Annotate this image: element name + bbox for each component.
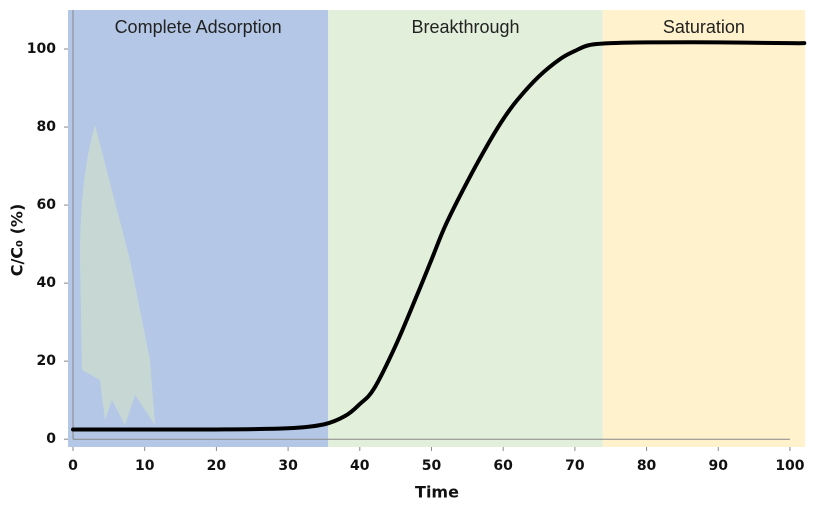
y-tick-label: 0 [46, 431, 56, 447]
x-tick-label: 80 [637, 458, 657, 474]
region [328, 10, 603, 447]
regions: Complete Adsorption Breakthrough Saturatio… [68, 10, 805, 447]
line [71, 40, 807, 432]
plot [64, 10, 807, 451]
y-tick-label: 60 [37, 197, 57, 213]
y-tick-label: 100 [27, 41, 56, 57]
x-tick-label: 60 [493, 458, 513, 474]
region-label: Complete Adsorption [115, 17, 282, 37]
x-tick-label: 30 [278, 458, 298, 474]
y-tick-label: 40 [37, 275, 57, 291]
x-tick-label: 70 [565, 458, 585, 474]
x-tick-label: 50 [422, 458, 442, 474]
region [602, 10, 805, 447]
x-tick-label: 90 [709, 458, 729, 474]
x-axis-label: Time [415, 483, 459, 502]
x-tick-label: 10 [135, 458, 155, 474]
decoration [80, 125, 155, 425]
region-label: Saturation [663, 17, 745, 37]
x-tick-label: 100 [775, 458, 804, 474]
region-label: Breakthrough [411, 17, 519, 37]
x-tick-label: 40 [350, 458, 370, 474]
y-tick-label: 20 [37, 353, 57, 369]
x-tick-label: 0 [68, 458, 78, 474]
x-tick-label: 20 [207, 458, 227, 474]
y-tick-label: 80 [37, 119, 57, 135]
y-axis-label: C/C₀ (%) [8, 204, 27, 277]
